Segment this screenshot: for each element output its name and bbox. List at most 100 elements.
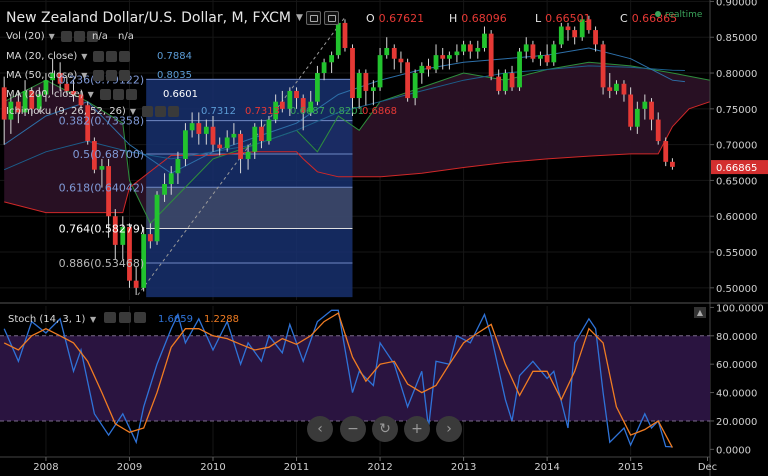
candle-bearish (496, 76, 502, 91)
candle-bullish (329, 55, 335, 63)
realtime-status: realtime (655, 10, 702, 20)
price-tick-label: 0.85000 (716, 33, 757, 44)
indicator-dropdown-icon[interactable]: ▼ (81, 52, 88, 61)
fib-label: 0.764(0.58279) (59, 223, 145, 236)
close-icon[interactable] (168, 106, 179, 117)
kumo-span-a-line (3, 61, 711, 225)
settings-icon[interactable] (106, 51, 118, 62)
reset-zoom-button[interactable]: ↻ (372, 416, 398, 442)
candle-bullish (120, 226, 126, 245)
visibility-icon[interactable] (93, 70, 105, 81)
candle-bearish (78, 94, 84, 106)
indicator-value: 0.8035 (157, 70, 192, 81)
candle-bullish (189, 123, 195, 131)
candle-bullish (446, 55, 452, 59)
close-icon[interactable] (119, 51, 131, 62)
settings-icon[interactable] (106, 70, 118, 81)
scroll-right-button[interactable]: › (436, 416, 462, 442)
stoch-k-line (3, 309, 673, 448)
close-icon[interactable] (125, 89, 137, 100)
candle-bearish (572, 30, 578, 38)
candle-bullish (266, 119, 272, 142)
stoch-band (0, 335, 710, 421)
candle-bearish (586, 19, 592, 31)
candle-bearish (112, 216, 118, 245)
candle-bullish (482, 33, 487, 48)
candle-bearish (15, 101, 21, 113)
indicator-row[interactable]: Ichimoku (9, 26, 52, 26) ▼ (6, 104, 181, 119)
indicator-label[interactable]: Vol (20) (6, 31, 45, 42)
indicator-row[interactable]: MA (50, close) ▼ (6, 68, 132, 83)
settings-icon[interactable] (112, 89, 124, 100)
symbol-dropdown-icon[interactable]: ▼ (295, 13, 303, 23)
candle-bearish (210, 126, 216, 145)
candle-bearish (530, 44, 536, 59)
symbol-title[interactable]: New Zealand Dollar/U.S. Dollar, M, FXCM (6, 10, 291, 26)
ohlc-close: C 0.66865 (620, 12, 678, 25)
stoch-visibility-icon (104, 312, 116, 323)
maximize-pane-button[interactable]: ▲ (694, 307, 706, 318)
time-tick-label: 2009 (117, 462, 142, 473)
indicator-row[interactable]: Vol (20) ▼ (6, 29, 100, 44)
indicator-row[interactable]: MA (200, close) ▼ (6, 87, 139, 102)
stoch-d-value: 1.2288 (204, 314, 239, 325)
candle-bullish (36, 94, 42, 109)
fib-label: 0.5(0.68700) (73, 148, 145, 161)
indicator-value: 0.6687 (290, 106, 325, 117)
candle-bearish (29, 90, 35, 109)
stoch-close-icon (134, 312, 146, 323)
candle-bearish (342, 22, 348, 48)
candle-bullish (642, 101, 648, 109)
candle-bullish (579, 19, 585, 38)
price-tick-label: 0.65000 (716, 176, 757, 187)
candle-bearish (649, 101, 654, 120)
time-tick-label: 2008 (33, 462, 58, 473)
indicator-dropdown-icon[interactable]: ▼ (81, 71, 88, 80)
candle-bullish (517, 51, 522, 88)
candle-bullish (461, 44, 466, 52)
indicator-value: n/a (92, 31, 108, 42)
stoch-tick-label: 40.0000 (716, 389, 757, 400)
candle-bearish (391, 47, 397, 59)
visibility-icon[interactable] (93, 51, 105, 62)
last-price-badge (711, 160, 768, 175)
indicator-label[interactable]: MA (20, close) (6, 51, 78, 62)
close-icon[interactable] (86, 31, 98, 42)
indicator-label[interactable]: MA (200, close) (6, 89, 84, 100)
stoch-tick-label: 60.0000 (716, 360, 757, 371)
indicator-dropdown-icon[interactable]: ▼ (129, 107, 136, 116)
candle-bearish (593, 30, 598, 45)
visibility-icon[interactable] (142, 106, 153, 117)
zoom-out-button[interactable]: − (340, 416, 366, 442)
candle-bullish (287, 90, 293, 109)
candle-bullish (315, 73, 320, 102)
candle-bearish (71, 90, 76, 95)
realtime-dot-icon (655, 11, 661, 17)
layout-box-icon[interactable] (323, 11, 339, 25)
candle-bullish (231, 133, 237, 138)
time-tick-label: 2014 (534, 462, 559, 473)
settings-icon[interactable] (73, 31, 85, 42)
visibility-icon[interactable] (60, 31, 72, 42)
indicator-dropdown-icon[interactable]: ▼ (87, 90, 94, 99)
indicator-label[interactable]: MA (50, close) (6, 70, 78, 81)
zoom-in-button[interactable]: + (404, 416, 430, 442)
candle-bearish (621, 83, 627, 95)
indicator-dropdown-icon[interactable]: ▼ (48, 32, 55, 41)
candle-bearish (628, 94, 634, 127)
visibility-icon[interactable] (99, 89, 111, 100)
candle-bearish (405, 62, 411, 99)
candle-bullish (22, 90, 28, 113)
close-icon[interactable] (119, 70, 131, 81)
indicator-row[interactable]: MA (20, close) ▼ (6, 49, 132, 64)
scroll-left-button[interactable]: ‹ (307, 416, 333, 442)
stoch-k-value: 1.6659 (158, 314, 193, 325)
candle-bullish (162, 184, 167, 195)
candle-bullish (523, 44, 529, 52)
settings-icon[interactable] (155, 106, 166, 117)
candle-bullish (335, 22, 341, 56)
indicator-label[interactable]: Ichimoku (9, 26, 52, 26) (6, 106, 126, 117)
settings-box-icon[interactable] (305, 11, 321, 25)
candle-bearish (607, 87, 613, 91)
candle-bullish (433, 55, 439, 70)
